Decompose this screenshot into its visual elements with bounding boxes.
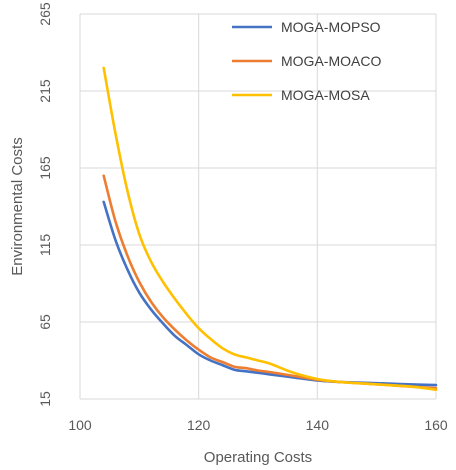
y-tick-label: 65 (37, 314, 53, 330)
legend-label: MOGA-MOACO (281, 53, 381, 69)
y-tick-label: 215 (37, 79, 53, 103)
y-tick-label: 265 (37, 2, 53, 26)
x-tick-label: 140 (306, 417, 330, 433)
x-tick-label: 100 (68, 417, 92, 433)
x-tick-label: 120 (187, 417, 211, 433)
series-lines (102, 66, 438, 392)
y-tick-label: 15 (37, 391, 53, 407)
y-tick-label: 115 (37, 234, 53, 257)
grid-lines (79, 13, 437, 400)
legend-label: MOGA-MOPSO (281, 19, 381, 35)
series-line-moga-moaco (102, 174, 438, 390)
x-axis-title: Operating Costs (204, 449, 312, 466)
y-axis-tick-labels: 15 65 115 165 215 265 (37, 2, 53, 407)
legend: MOGA-MOPSO MOGA-MOACO MOGA-MOSA (232, 19, 381, 103)
legend-label: MOGA-MOSA (281, 87, 370, 103)
y-axis-title: Environmental Costs (9, 137, 26, 275)
x-axis-tick-labels: 100 120 140 160 (68, 417, 448, 433)
series-line-moga-mopso (102, 200, 438, 387)
series-line-moga-mosa (102, 66, 438, 392)
y-tick-label: 165 (37, 156, 53, 180)
x-tick-label: 160 (424, 417, 448, 433)
